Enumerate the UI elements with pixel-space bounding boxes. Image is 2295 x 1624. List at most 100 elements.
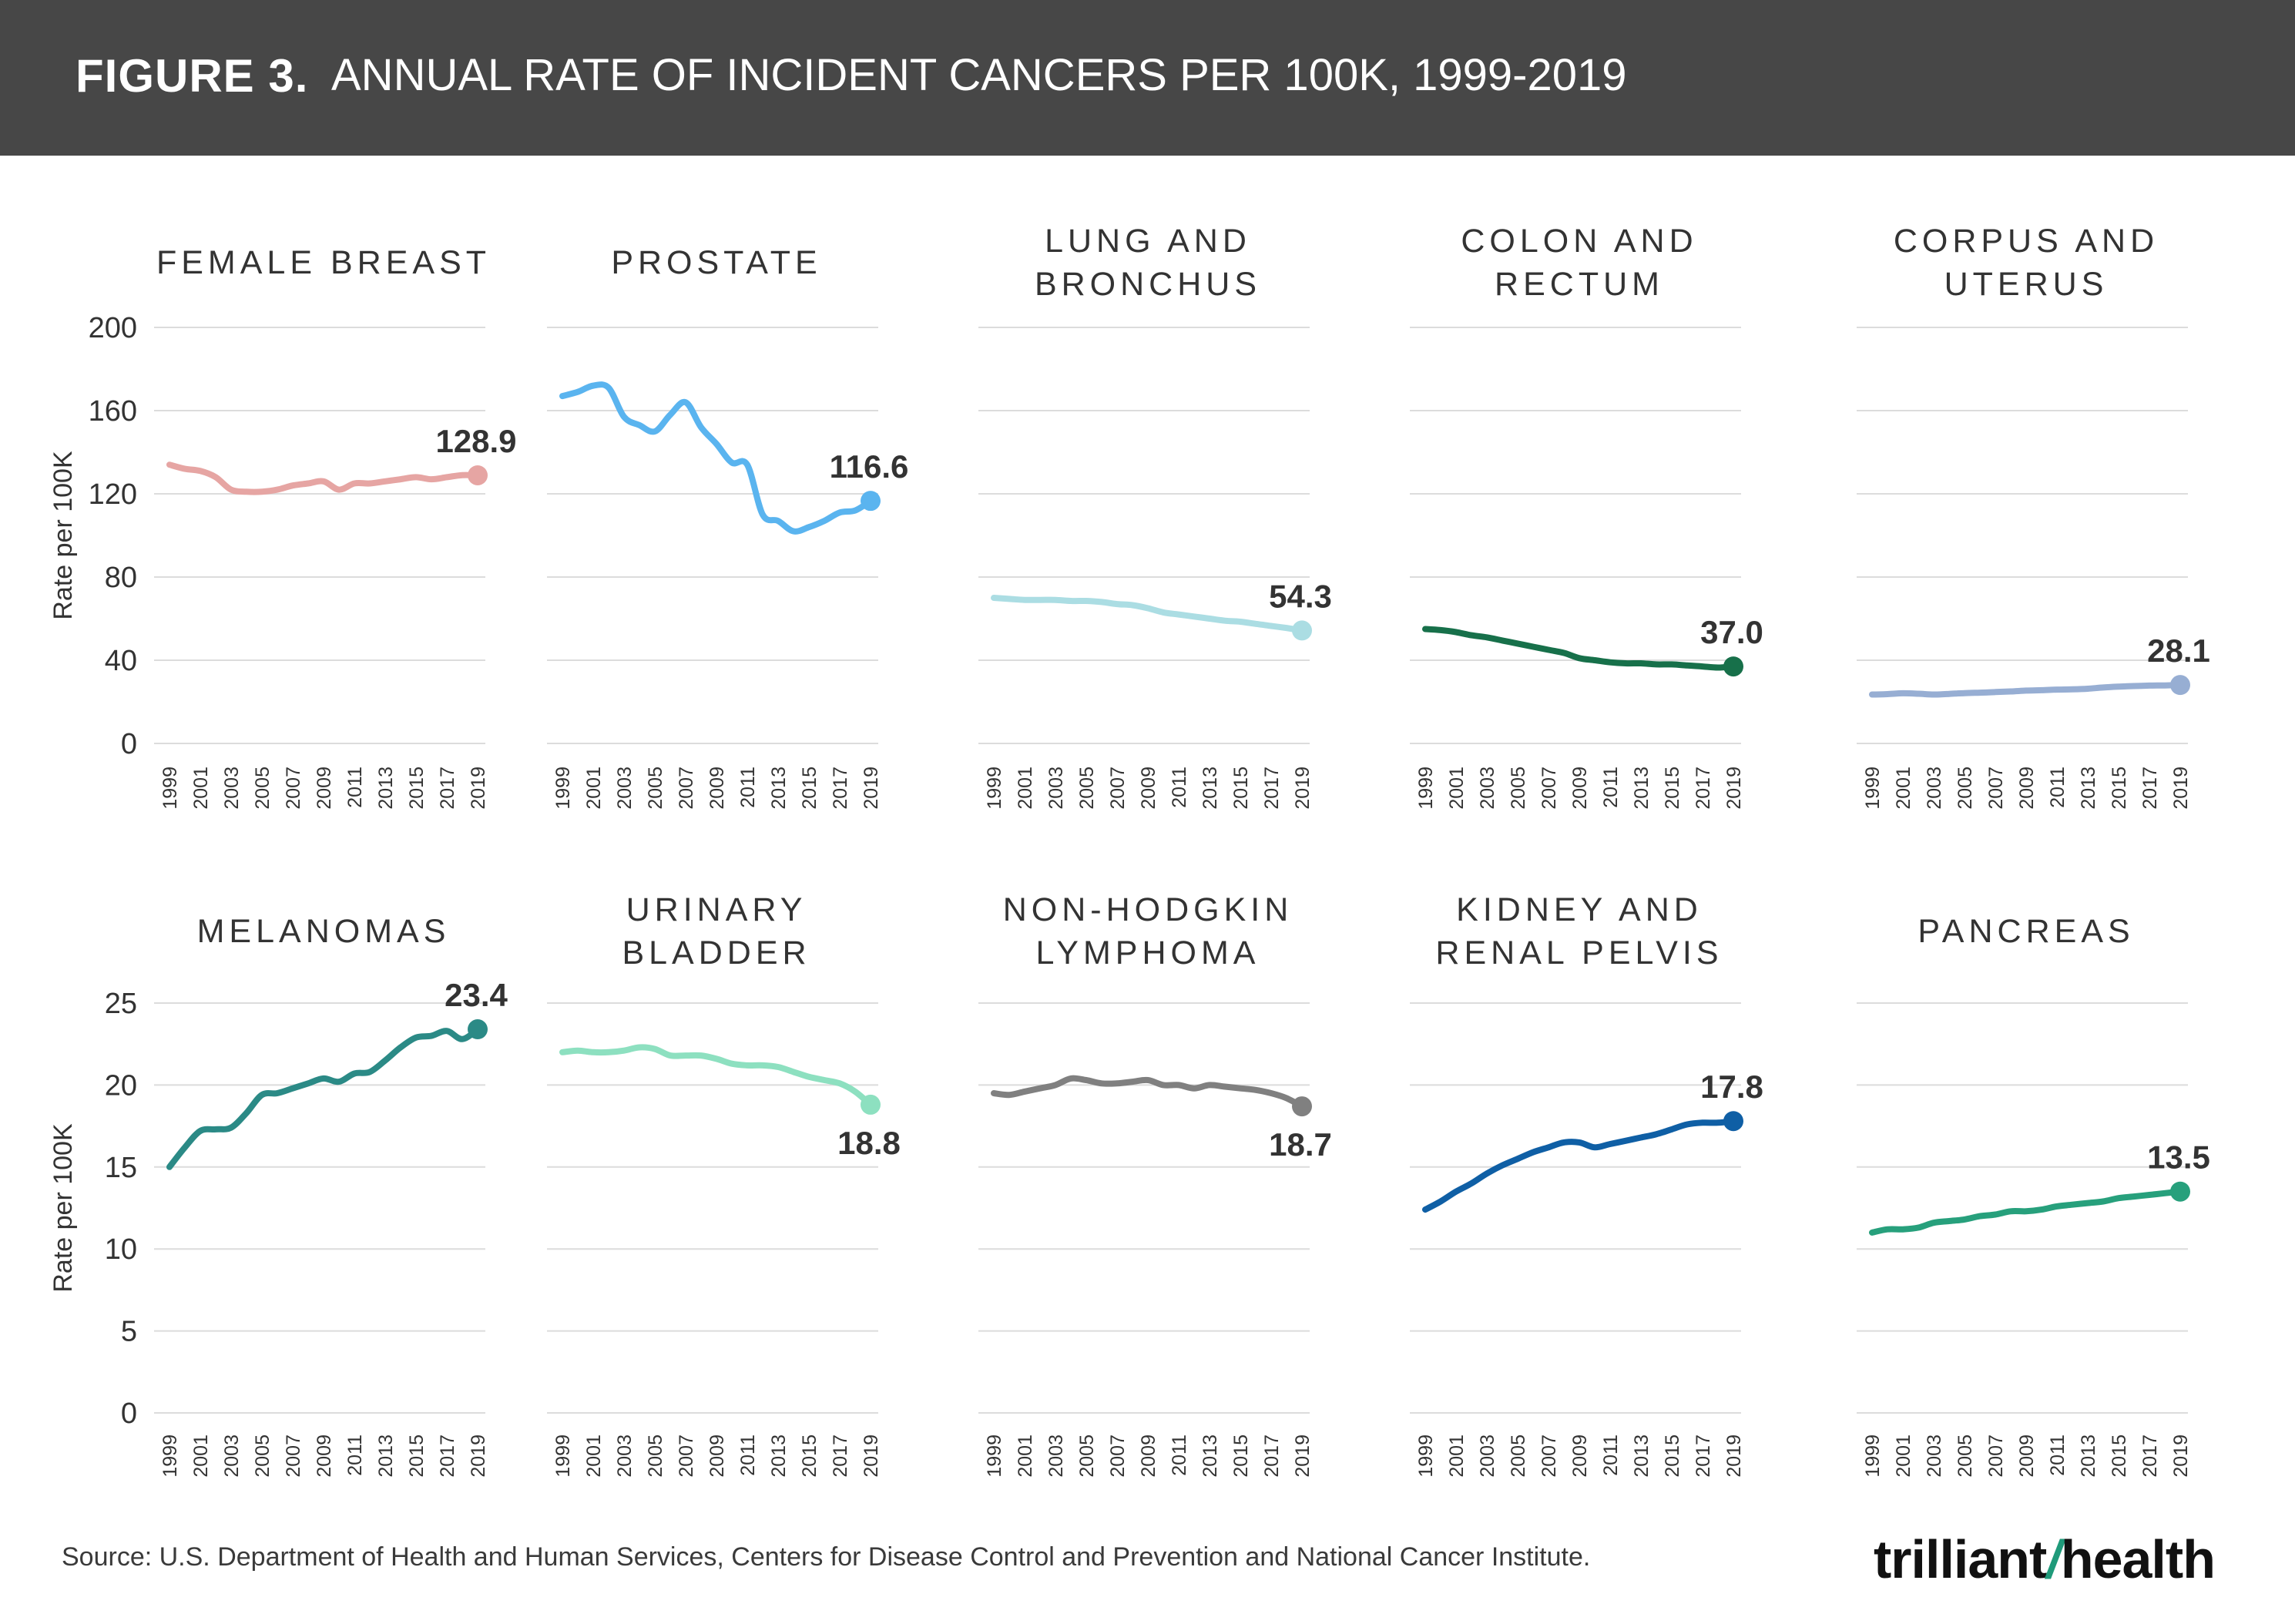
x-tick-label: 2015 bbox=[1230, 767, 1252, 810]
chart-panel: KIDNEY AND RENAL PELVIS 1999 2001 2003 2005 20… bbox=[1410, 891, 1763, 1478]
x-tick-label: 2019 bbox=[1723, 1434, 1745, 1478]
x-tick-label: 2015 bbox=[406, 1434, 428, 1478]
x-tick-label: 2007 bbox=[1107, 1434, 1129, 1478]
x-tick-label: 2001 bbox=[1015, 1434, 1036, 1478]
chart-title-line: COLON AND bbox=[1461, 223, 1697, 260]
x-tick-label: 2001 bbox=[1893, 1434, 1914, 1478]
x-tick-label: 2007 bbox=[676, 1434, 697, 1478]
end-point bbox=[2170, 1181, 2190, 1202]
x-tick-label: 2005 bbox=[645, 1434, 666, 1478]
x-tick-label: 2005 bbox=[1954, 1434, 1976, 1478]
x-tick-label: 2003 bbox=[614, 767, 636, 810]
series-line bbox=[991, 1075, 1305, 1110]
x-tick-label: 2001 bbox=[190, 767, 212, 810]
x-tick-label: 2009 bbox=[2016, 767, 2038, 810]
chart-title: FEMALE BREAST bbox=[156, 244, 491, 281]
chart-title-line: BLADDER bbox=[622, 934, 810, 971]
y-tick-label: 10 bbox=[105, 1233, 137, 1266]
x-tick-label: 2001 bbox=[1015, 767, 1036, 810]
x-tick-label: 2005 bbox=[1954, 767, 1976, 810]
source-note: Source: U.S. Department of Health and Hu… bbox=[62, 1542, 1591, 1572]
x-tick-label: 2009 bbox=[1138, 767, 1159, 810]
x-tick-label: 1999 bbox=[552, 1434, 574, 1478]
y-axis-label: Rate per 100K bbox=[49, 1123, 78, 1293]
chart-title-line: PROSTATE bbox=[611, 244, 821, 281]
x-tick-label: 1999 bbox=[1415, 767, 1437, 810]
x-tick-label: 2009 bbox=[706, 767, 728, 810]
x-tick-label: 2011 bbox=[1169, 1434, 1190, 1476]
x-tick-label: 2017 bbox=[830, 1434, 851, 1478]
x-tick-label: 2011 bbox=[2047, 1434, 2069, 1476]
x-tick-label: 2009 bbox=[2016, 1434, 2038, 1478]
figure-header: FIGURE 3. ANNUAL RATE OF INCIDENT CANCER… bbox=[0, 0, 2295, 156]
x-tick-label: 2015 bbox=[799, 1434, 820, 1478]
x-tick-label: 2001 bbox=[1446, 1434, 1468, 1478]
series-line bbox=[1422, 1118, 1736, 1213]
chart-panel: LUNG AND BRONCHUS 1999 2001 2003 2005 2007 2009… bbox=[978, 223, 1332, 810]
x-tick-label: 2003 bbox=[1477, 1434, 1498, 1478]
end-value-label: 17.8 bbox=[1700, 1069, 1763, 1105]
x-tick-label: 2003 bbox=[1477, 767, 1498, 810]
x-tick-label: 2013 bbox=[2078, 1434, 2099, 1478]
chart-panel: FEMALE BREAST 0 40 80 120 160 200 Rate per 100K… bbox=[49, 244, 517, 810]
x-tick-label: 2005 bbox=[1508, 1434, 1529, 1478]
end-value-label: 28.1 bbox=[2147, 632, 2210, 669]
x-tick-label: 2015 bbox=[2109, 767, 2130, 810]
chart-title-line: MELANOMAS bbox=[197, 913, 451, 950]
x-tick-label: 2009 bbox=[314, 767, 335, 810]
series-line bbox=[559, 1044, 874, 1108]
end-value-label: 54.3 bbox=[1269, 578, 1332, 614]
chart-title: COLON AND RECTUM bbox=[1461, 223, 1697, 303]
x-tick-label: 2017 bbox=[2139, 767, 2161, 810]
end-point bbox=[2170, 675, 2190, 696]
x-tick-label: 2017 bbox=[1261, 1434, 1283, 1478]
chart-title-line: NON-HODGKIN bbox=[1003, 891, 1293, 928]
series-line bbox=[991, 595, 1305, 634]
chart-title-line: UTERUS bbox=[1944, 266, 2109, 303]
x-tick-label: 1999 bbox=[159, 1434, 181, 1478]
chart-title: LUNG AND BRONCHUS bbox=[1035, 223, 1261, 303]
end-value-label: 116.6 bbox=[830, 448, 909, 485]
chart-title-line: FEMALE BREAST bbox=[156, 244, 491, 281]
x-tick-label: 2015 bbox=[799, 767, 820, 810]
x-tick-label: 2019 bbox=[2170, 1434, 2192, 1478]
x-tick-label: 2011 bbox=[1600, 767, 1622, 808]
chart-panel: COLON AND RECTUM 1999 2001 2003 2005 2007 2009 2… bbox=[1410, 223, 1763, 810]
brand-text-health: health bbox=[2060, 1529, 2216, 1589]
end-value-label: 18.7 bbox=[1269, 1126, 1332, 1163]
end-value-label: 37.0 bbox=[1700, 614, 1763, 650]
series-line bbox=[1869, 682, 2183, 698]
x-tick-label: 2007 bbox=[283, 767, 304, 810]
y-tick-label: 120 bbox=[89, 478, 137, 511]
x-tick-label: 2001 bbox=[583, 1434, 605, 1478]
x-tick-label: 2015 bbox=[2109, 1434, 2130, 1478]
chart-title: MELANOMAS bbox=[197, 913, 451, 950]
x-tick-label: 2017 bbox=[830, 767, 851, 810]
x-tick-label: 2005 bbox=[1508, 767, 1529, 810]
x-tick-label: 2009 bbox=[1138, 1434, 1159, 1478]
end-point bbox=[1292, 620, 1312, 641]
x-tick-label: 2007 bbox=[676, 767, 697, 810]
x-tick-label: 2003 bbox=[221, 1434, 243, 1478]
x-tick-label: 2001 bbox=[190, 1434, 212, 1478]
x-tick-label: 2013 bbox=[2078, 767, 2099, 810]
x-tick-label: 2019 bbox=[861, 767, 882, 810]
chart-title: PANCREAS bbox=[1918, 913, 2134, 950]
chart-title-line: RECTUM bbox=[1495, 266, 1664, 303]
x-tick-label: 2015 bbox=[1662, 767, 1683, 810]
x-tick-label: 2013 bbox=[375, 767, 397, 810]
x-tick-label: 2013 bbox=[1200, 1434, 1221, 1478]
x-tick-label: 2011 bbox=[2047, 767, 2069, 808]
x-tick-label: 2007 bbox=[1985, 1434, 2007, 1478]
chart-title: NON-HODGKIN LYMPHOMA bbox=[1003, 891, 1293, 971]
end-point bbox=[468, 465, 488, 485]
figure-label: FIGURE 3. bbox=[75, 50, 309, 102]
end-point bbox=[1723, 656, 1743, 677]
chart-panel: NON-HODGKIN LYMPHOMA 1999 2001 2003 2005 2007 2… bbox=[978, 891, 1332, 1478]
series-line bbox=[559, 381, 874, 535]
x-tick-label: 1999 bbox=[984, 1434, 1005, 1478]
chart-panel: PANCREAS 1999 2001 2003 2005 2007 2009 2011 2013… bbox=[1857, 913, 2210, 1478]
x-tick-label: 1999 bbox=[984, 767, 1005, 810]
x-tick-label: 2001 bbox=[1446, 767, 1468, 810]
